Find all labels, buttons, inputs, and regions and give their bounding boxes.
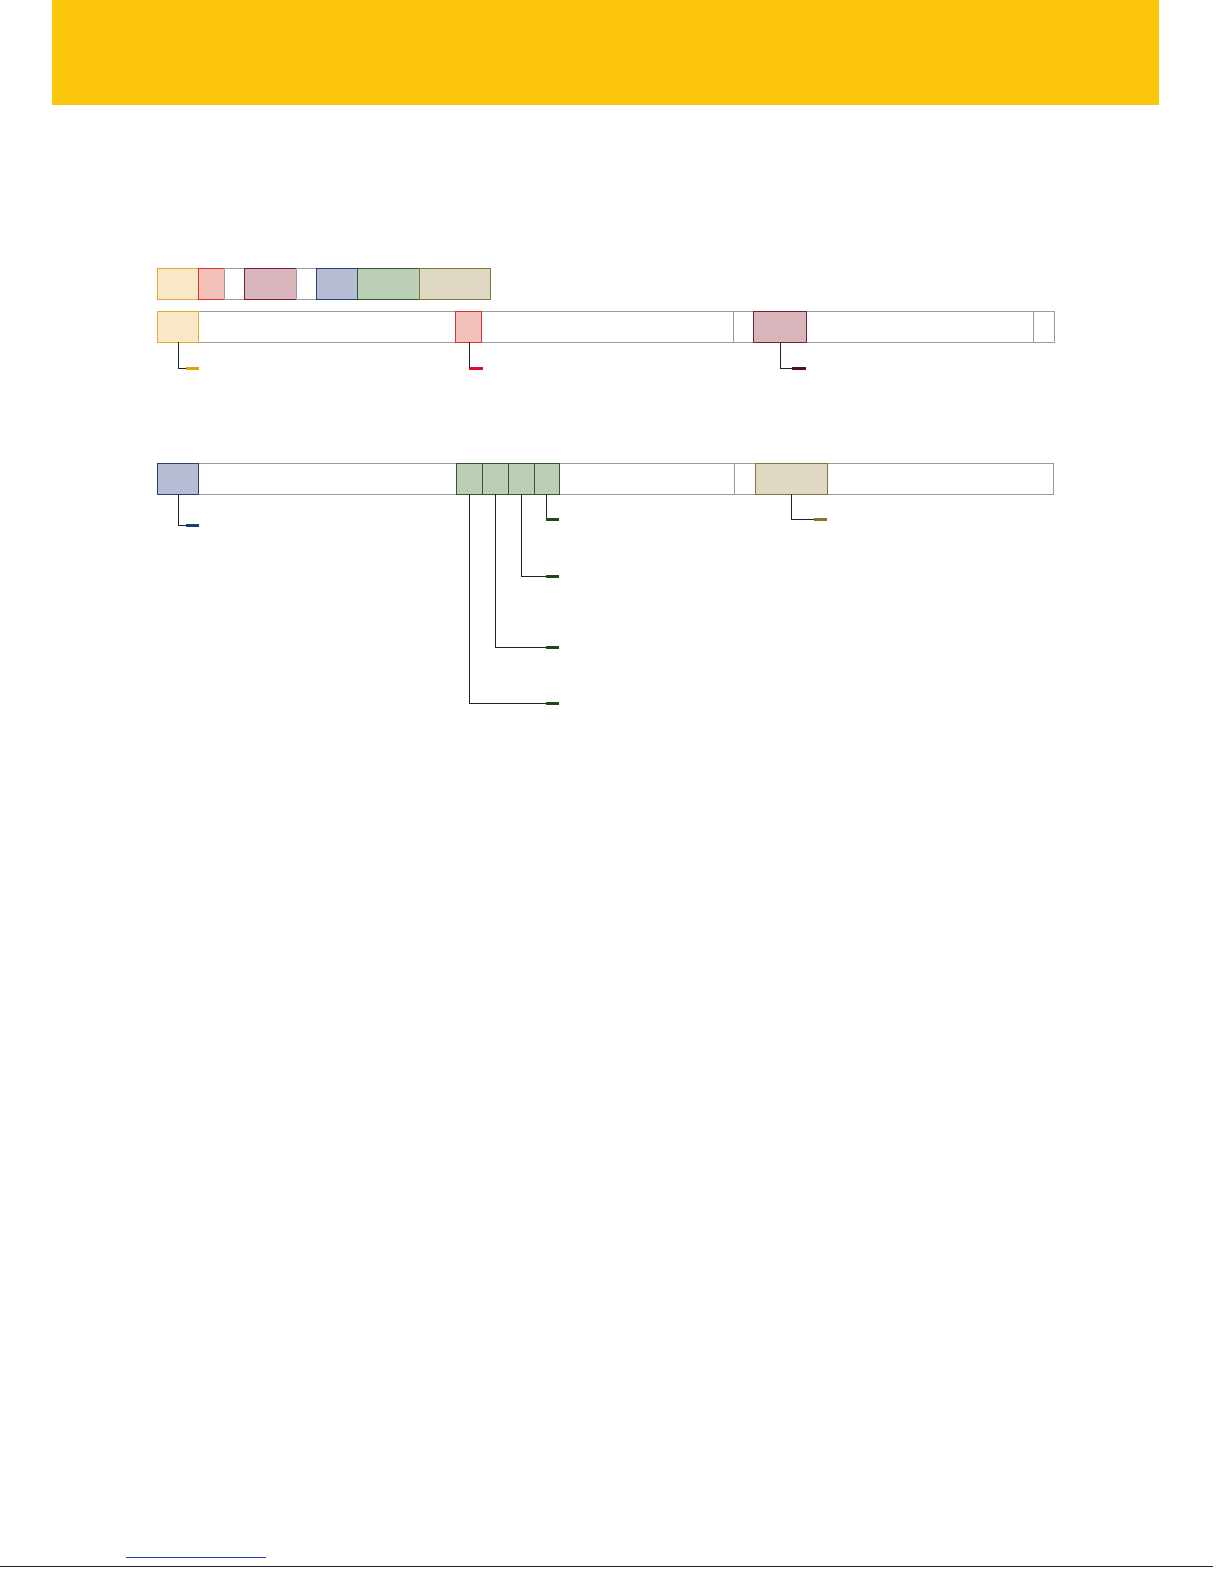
- legend-box: [316, 268, 358, 300]
- row-one: [157, 311, 1055, 370]
- connector: [780, 342, 792, 369]
- legend-row: [157, 268, 491, 300]
- connector: [521, 494, 546, 577]
- connector-tab: [546, 518, 559, 521]
- legend-box: [357, 268, 420, 300]
- row-frame: [157, 311, 1055, 343]
- row-frame: [157, 463, 1054, 495]
- connector-tab: [546, 646, 559, 649]
- segment: [157, 311, 199, 343]
- legend-box: [157, 268, 199, 300]
- connector: [178, 494, 186, 526]
- segment: [482, 463, 509, 495]
- connector-tab: [469, 367, 483, 370]
- row-two: [157, 463, 1054, 705]
- legend-box: [296, 268, 317, 300]
- header-band: [52, 0, 1159, 105]
- segment: [157, 463, 199, 495]
- legend-box: [244, 268, 297, 300]
- segment: [456, 463, 483, 495]
- connector-tab: [546, 702, 559, 705]
- segment: [755, 463, 828, 495]
- connector-tab: [186, 367, 199, 370]
- legend-box: [198, 268, 225, 300]
- connector-tab: [546, 575, 559, 578]
- segment: [534, 463, 560, 495]
- legend-box: [419, 268, 491, 300]
- connector-tab: [792, 367, 806, 370]
- segment: [508, 463, 535, 495]
- connector: [495, 494, 546, 648]
- segment: [753, 311, 807, 343]
- connector-tab: [814, 518, 827, 521]
- connector: [469, 494, 546, 704]
- legend-box: [224, 268, 245, 300]
- connector: [791, 494, 814, 520]
- connector: [178, 342, 186, 369]
- connector-tab: [186, 524, 199, 527]
- segment: [455, 311, 482, 343]
